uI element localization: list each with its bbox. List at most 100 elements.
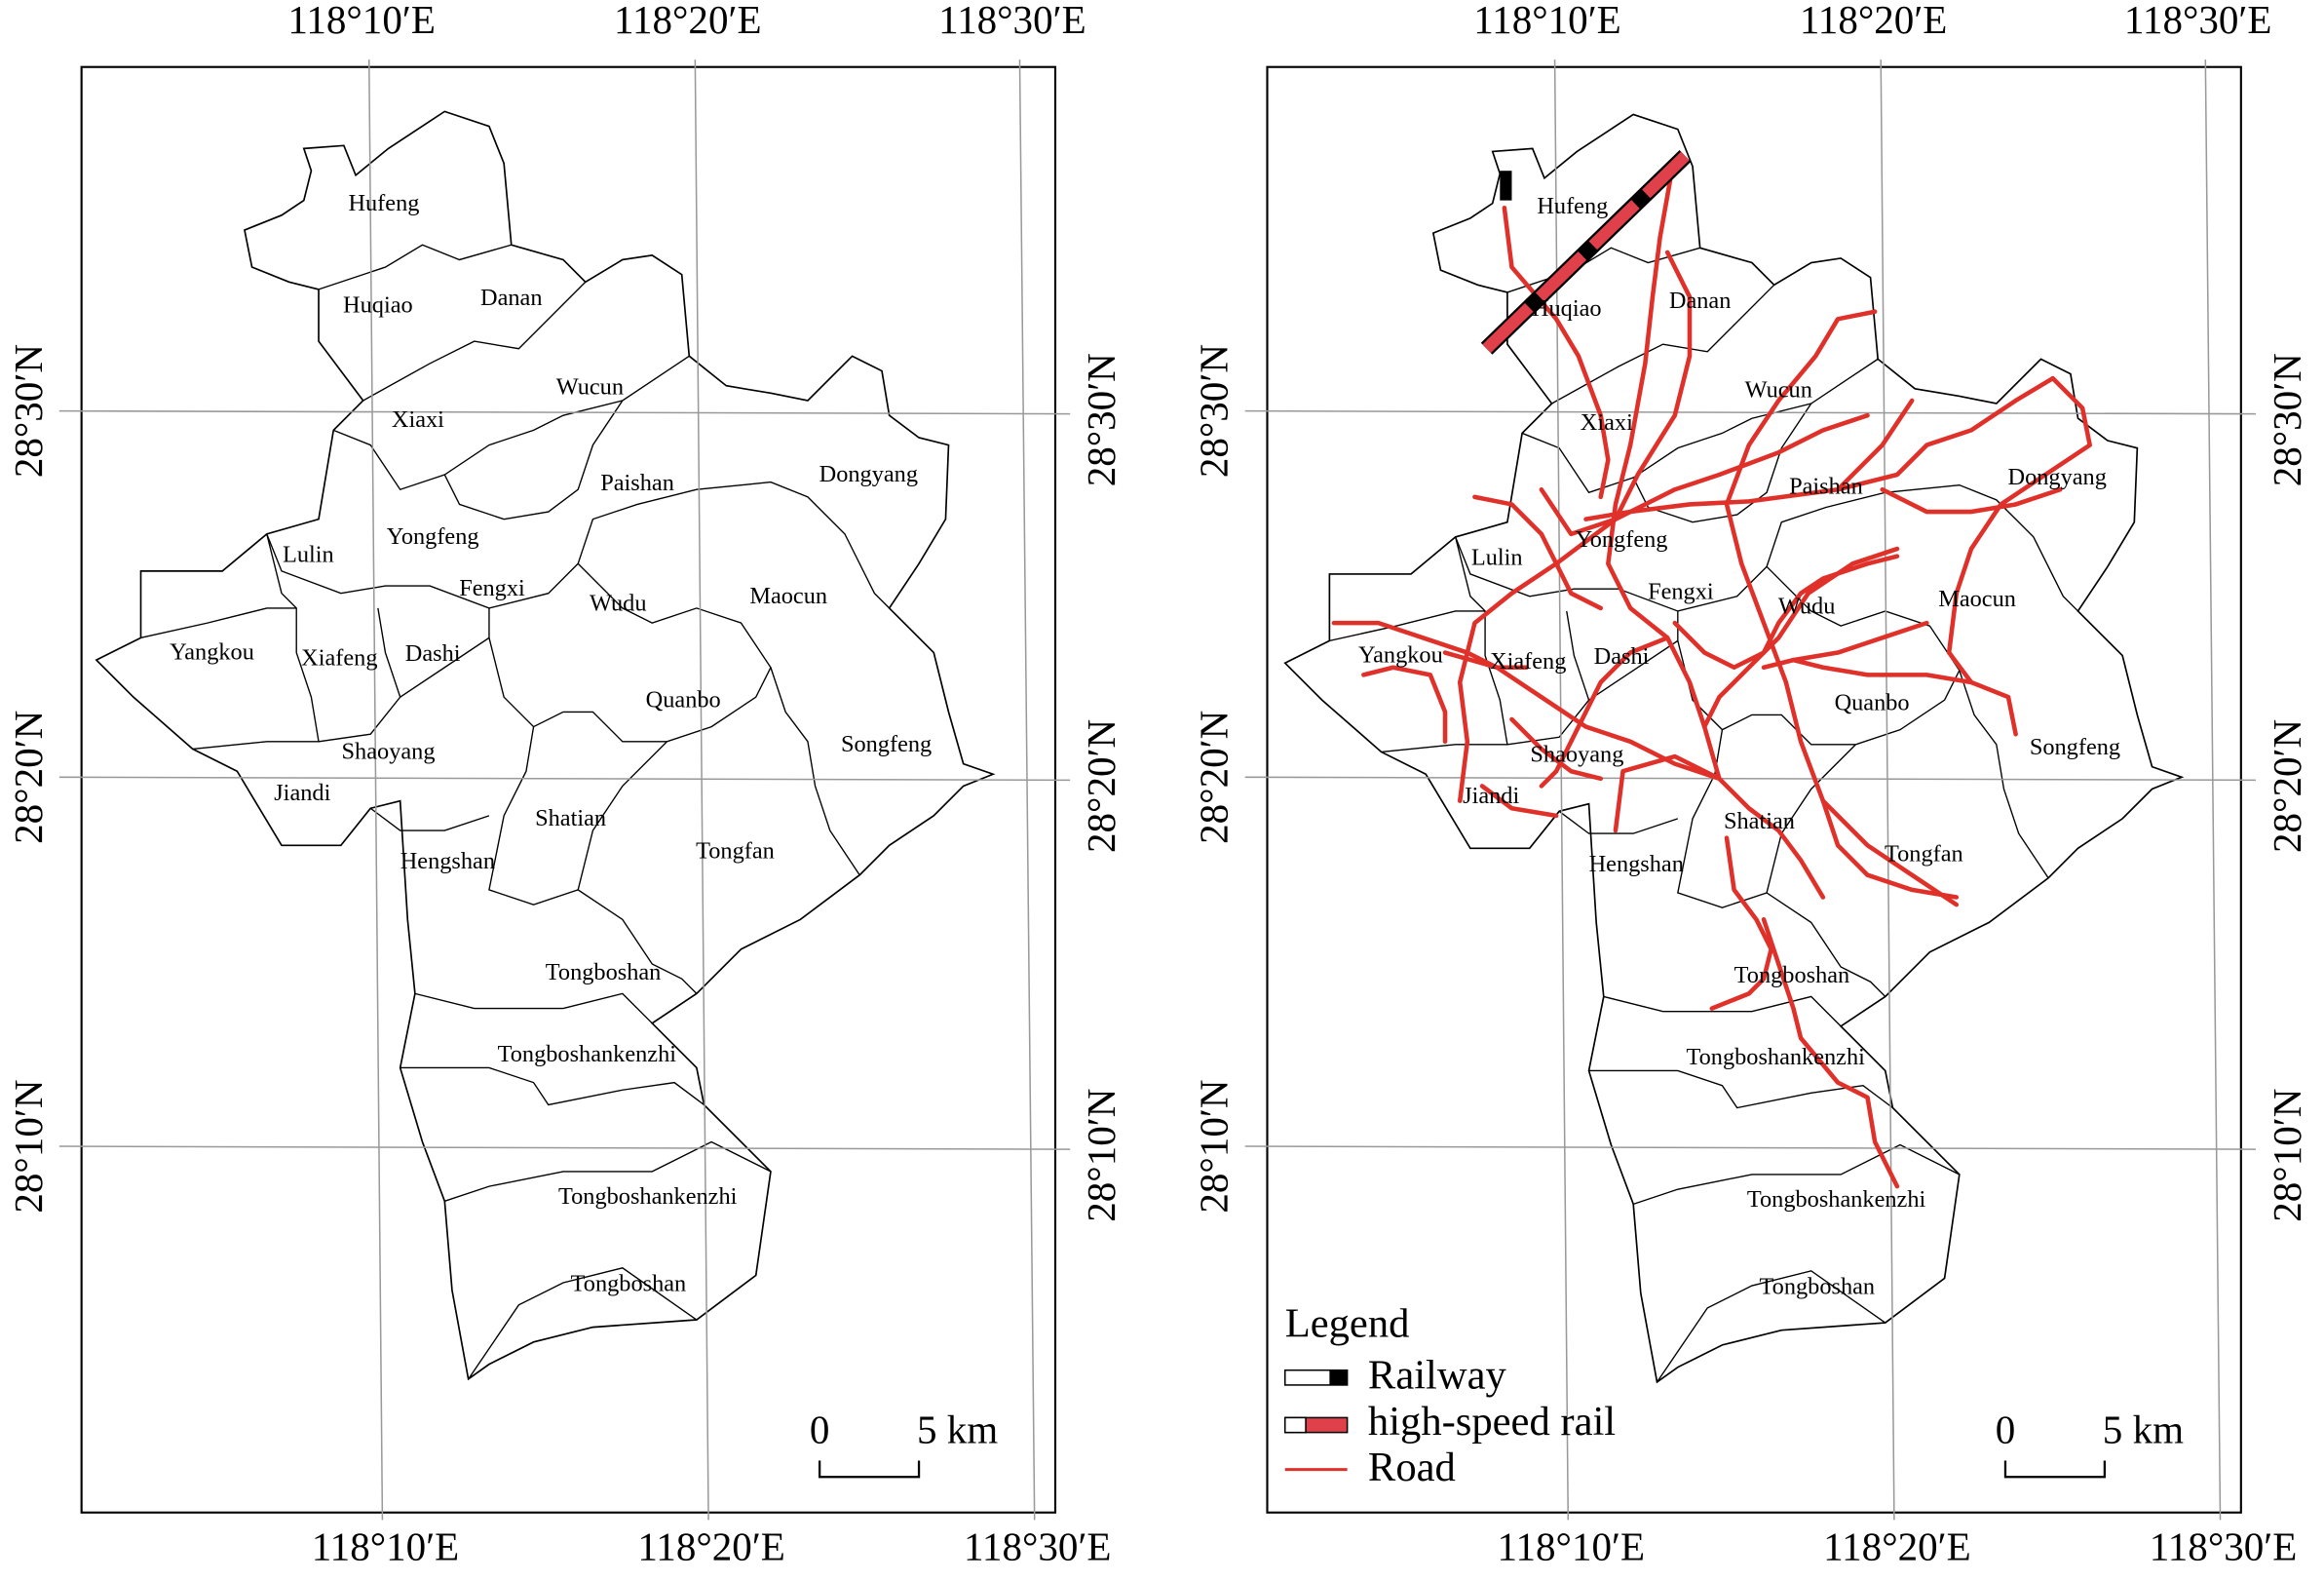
place-label: Hufeng (348, 190, 419, 216)
graticule-line (1244, 1145, 2257, 1150)
lat-label: 28°20′N (6, 711, 51, 844)
township-boundary (369, 807, 490, 831)
lat-label: 28°30′N (2265, 353, 2309, 486)
township-boundary (414, 992, 653, 1024)
lat-label: 28°20′N (2265, 719, 2309, 853)
township-boundary (1558, 810, 1679, 834)
lon-label: 118°30′E (2124, 0, 2272, 42)
township-boundary (1677, 565, 1961, 746)
township-boundary (443, 400, 624, 521)
place-label: Songfeng (2030, 734, 2120, 760)
place-label: Shaoyang (342, 739, 436, 765)
road (1606, 168, 1722, 782)
railway (1500, 171, 1512, 201)
road (1472, 494, 1604, 611)
place-label: Fengxi (1648, 578, 1714, 604)
graticule-line (1244, 409, 2257, 415)
place-label: Yongfeng (1576, 526, 1668, 553)
township-boundary (488, 726, 698, 994)
place-label: Wudu (1778, 593, 1835, 619)
place-label: Xiafeng (301, 645, 377, 672)
place-label: Quanbo (1835, 689, 1910, 715)
place-label: Yongfeng (387, 523, 479, 550)
township-boundary (1455, 536, 1590, 746)
township-boundary (400, 607, 490, 698)
road (1761, 917, 1900, 1189)
township-boundary (266, 481, 891, 609)
lat-label: 28°10′N (1192, 1079, 1237, 1213)
road (1946, 375, 2092, 737)
road (1717, 776, 1826, 900)
township-boundary (488, 562, 772, 743)
place-label: Wudu (590, 590, 646, 616)
township-boundary (770, 667, 860, 876)
township-boundary (362, 281, 587, 402)
township-boundary (1603, 995, 1842, 1027)
place-label: Tongboshankenzhi (558, 1183, 738, 1210)
lon-label: 118°30′E (964, 1524, 1112, 1569)
legend-item: high-speed rail (1368, 1399, 1616, 1445)
place-label: Songfeng (841, 731, 932, 757)
legend-item: Railway (1368, 1353, 1507, 1399)
lon-label: 118°20′E (614, 0, 762, 42)
lon-label: 118°10′E (1473, 0, 1621, 42)
county-outline (95, 110, 996, 1381)
graticule-line (2204, 59, 2222, 1521)
township-boundary (1766, 744, 1856, 894)
place-label: Danan (1669, 288, 1732, 314)
graticule-line (1018, 59, 1036, 1521)
township-boundary (577, 741, 667, 891)
road (1672, 554, 1900, 671)
place-label: Dashi (1594, 643, 1650, 670)
place-label: Lulin (1471, 544, 1523, 570)
road (1880, 486, 2063, 515)
township-boundary (318, 244, 512, 290)
township-boundary (444, 1140, 772, 1202)
lat-label: 28°30′N (6, 344, 51, 478)
map-panel: 118°10′E 118°10′E 118°20′E 118°20′E 118°30′E… (6, 0, 1124, 1569)
place-label: Wucun (556, 373, 624, 400)
lon-label: 118°10′E (1498, 1524, 1646, 1569)
township-boundary (400, 1066, 705, 1106)
legend-swatch (1283, 1416, 1307, 1434)
legend-swatch (1329, 1369, 1348, 1385)
scale-label: 5 km (2103, 1407, 2184, 1452)
place-label: Paishan (600, 470, 674, 496)
place-label: Tongboshan (1760, 1274, 1876, 1300)
township-boundary (140, 607, 297, 639)
place-label: Maocun (1938, 586, 2016, 612)
place-label: Paishan (1789, 473, 1863, 499)
place-label: Danan (480, 285, 543, 311)
graticule-line (1880, 59, 1895, 1521)
township-boundary (332, 355, 690, 491)
road (1791, 657, 1974, 685)
place-label: Lulin (283, 541, 334, 567)
place-label: Tongboshankenzhi (498, 1041, 677, 1067)
township-boundary (1656, 1270, 1886, 1383)
place-label: Shatian (1724, 808, 1795, 834)
scale-label: 0 (1996, 1407, 2016, 1452)
graticule-line (1553, 59, 1570, 1521)
road (1331, 620, 1529, 671)
lat-label: 28°10′N (6, 1079, 51, 1213)
map-frame (1266, 65, 2242, 1514)
lat-label: 28°30′N (1079, 353, 1124, 486)
place-label: Tongboshan (571, 1271, 687, 1297)
township-boundary (1329, 610, 1486, 642)
place-label: Xiafeng (1490, 648, 1566, 675)
road (1539, 636, 1670, 789)
lon-label: 118°30′E (938, 0, 1086, 42)
road (1724, 309, 1960, 907)
township-boundary (266, 533, 401, 743)
place-label: Shaoyang (1530, 742, 1623, 768)
place-label: Shatian (535, 805, 606, 831)
lat-label: 28°10′N (1079, 1089, 1124, 1222)
lat-label: 28°30′N (1192, 344, 1237, 478)
graticule-line (58, 409, 1071, 415)
road (1539, 412, 1870, 537)
place-label: Tongboshan (1734, 962, 1850, 988)
lat-label: 28°20′N (1079, 719, 1124, 853)
road (1709, 835, 1773, 1011)
